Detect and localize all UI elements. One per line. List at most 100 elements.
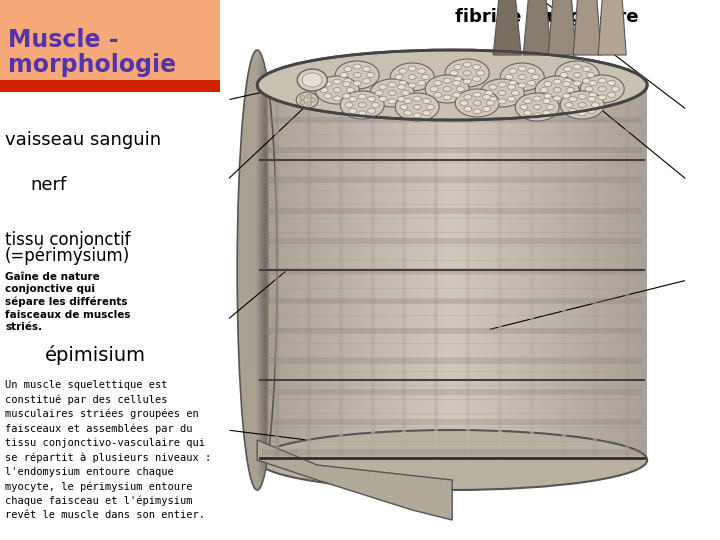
Ellipse shape <box>608 92 616 97</box>
Ellipse shape <box>315 76 359 104</box>
Ellipse shape <box>518 75 526 79</box>
Ellipse shape <box>518 83 526 88</box>
Ellipse shape <box>564 66 572 72</box>
Ellipse shape <box>259 59 264 481</box>
Ellipse shape <box>399 69 407 73</box>
Ellipse shape <box>255 50 260 490</box>
Ellipse shape <box>257 55 262 485</box>
Ellipse shape <box>408 83 416 88</box>
Ellipse shape <box>434 80 442 85</box>
Ellipse shape <box>543 99 551 104</box>
FancyBboxPatch shape <box>0 80 220 92</box>
Ellipse shape <box>426 105 434 110</box>
Ellipse shape <box>553 87 561 92</box>
Ellipse shape <box>589 80 597 85</box>
Ellipse shape <box>450 71 458 76</box>
Text: fibre musculaire: fibre musculaire <box>455 78 620 96</box>
Ellipse shape <box>524 99 532 104</box>
Ellipse shape <box>336 61 379 89</box>
Ellipse shape <box>544 82 552 86</box>
Ellipse shape <box>560 91 604 119</box>
Ellipse shape <box>487 100 495 105</box>
Ellipse shape <box>434 92 442 97</box>
Ellipse shape <box>413 96 421 101</box>
Ellipse shape <box>258 56 263 484</box>
Ellipse shape <box>498 82 506 87</box>
Ellipse shape <box>588 109 595 113</box>
Ellipse shape <box>444 86 451 91</box>
Ellipse shape <box>333 79 341 84</box>
Text: morphologie: morphologie <box>8 53 176 77</box>
Ellipse shape <box>564 78 572 84</box>
Ellipse shape <box>399 80 407 85</box>
Text: (=cellule musculaire): (=cellule musculaire) <box>455 96 581 109</box>
Ellipse shape <box>473 109 481 114</box>
Text: l'endomysium entoure chaque: l'endomysium entoure chaque <box>5 467 174 477</box>
Ellipse shape <box>508 97 516 102</box>
Ellipse shape <box>359 103 366 107</box>
Ellipse shape <box>598 86 606 91</box>
Ellipse shape <box>404 99 412 104</box>
Polygon shape <box>262 328 642 334</box>
Ellipse shape <box>544 93 552 98</box>
Ellipse shape <box>372 103 379 107</box>
Ellipse shape <box>261 62 266 478</box>
Ellipse shape <box>534 96 541 101</box>
Ellipse shape <box>363 66 371 72</box>
Ellipse shape <box>473 92 481 97</box>
Ellipse shape <box>562 93 570 98</box>
Polygon shape <box>262 359 642 364</box>
Ellipse shape <box>379 97 387 102</box>
Ellipse shape <box>300 96 305 100</box>
Ellipse shape <box>333 87 341 92</box>
Ellipse shape <box>565 103 573 107</box>
Ellipse shape <box>473 100 481 105</box>
Ellipse shape <box>423 111 431 116</box>
Ellipse shape <box>349 97 357 102</box>
Ellipse shape <box>578 111 586 116</box>
Ellipse shape <box>509 80 517 85</box>
Ellipse shape <box>296 92 318 108</box>
Ellipse shape <box>404 111 412 116</box>
Ellipse shape <box>463 79 471 84</box>
Ellipse shape <box>586 72 595 78</box>
Ellipse shape <box>324 82 332 86</box>
Ellipse shape <box>531 75 539 79</box>
Ellipse shape <box>261 64 266 476</box>
Text: vaisseau sanguin: vaisseau sanguin <box>5 131 161 149</box>
Ellipse shape <box>585 86 593 91</box>
Ellipse shape <box>580 75 624 103</box>
Ellipse shape <box>397 97 405 102</box>
Ellipse shape <box>260 61 265 479</box>
Text: revêt le muscle dans son entier.: revêt le muscle dans son entier. <box>5 510 205 521</box>
Polygon shape <box>262 177 642 184</box>
Ellipse shape <box>569 97 577 102</box>
Polygon shape <box>262 449 642 455</box>
Ellipse shape <box>413 105 421 110</box>
Ellipse shape <box>489 85 497 90</box>
Ellipse shape <box>482 94 490 99</box>
Ellipse shape <box>311 98 315 102</box>
Polygon shape <box>548 0 576 55</box>
Ellipse shape <box>258 58 264 482</box>
Polygon shape <box>598 0 626 55</box>
Ellipse shape <box>297 69 327 91</box>
Ellipse shape <box>445 59 489 87</box>
Ellipse shape <box>611 86 619 91</box>
Ellipse shape <box>553 96 561 101</box>
Ellipse shape <box>307 94 312 98</box>
Ellipse shape <box>344 78 352 84</box>
Ellipse shape <box>430 86 438 91</box>
Ellipse shape <box>258 57 264 483</box>
Ellipse shape <box>500 63 544 91</box>
Ellipse shape <box>505 75 513 79</box>
Ellipse shape <box>367 97 376 102</box>
Ellipse shape <box>388 82 396 87</box>
Text: chaque faisceau et l'épimysium: chaque faisceau et l'épimysium <box>5 496 192 507</box>
Ellipse shape <box>255 51 260 489</box>
Ellipse shape <box>418 69 426 73</box>
Polygon shape <box>262 207 642 213</box>
Ellipse shape <box>359 111 366 116</box>
Ellipse shape <box>400 105 408 110</box>
Ellipse shape <box>591 103 599 107</box>
